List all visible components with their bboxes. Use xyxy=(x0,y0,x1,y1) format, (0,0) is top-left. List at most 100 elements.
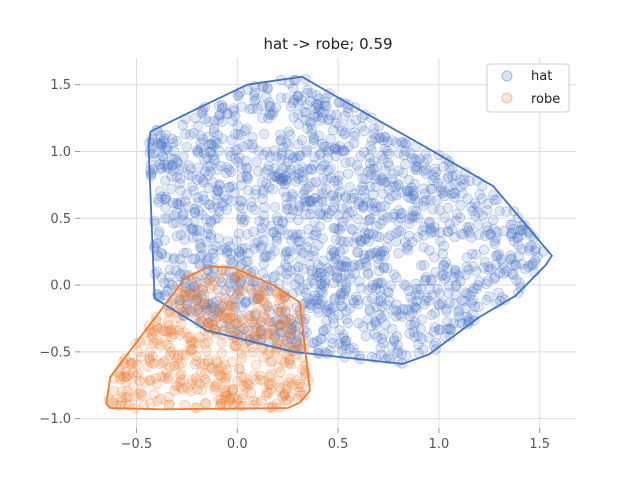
data-point xyxy=(374,231,385,243)
data-point xyxy=(228,340,240,352)
data-point xyxy=(422,153,433,165)
data-point xyxy=(338,243,349,255)
data-point xyxy=(180,223,191,235)
data-point xyxy=(173,349,184,361)
data-point xyxy=(351,160,363,171)
data-point xyxy=(398,149,410,161)
data-point xyxy=(462,193,473,204)
data-point xyxy=(377,188,389,200)
data-point xyxy=(472,207,484,218)
data-point xyxy=(279,388,290,399)
data-point xyxy=(384,295,395,307)
data-point xyxy=(192,174,203,185)
data-point xyxy=(160,191,172,203)
data-point xyxy=(146,327,157,339)
data-point xyxy=(120,392,132,403)
data-point xyxy=(187,223,198,234)
data-point xyxy=(362,267,374,279)
data-point xyxy=(489,238,501,250)
data-point xyxy=(155,130,166,141)
data-point xyxy=(166,331,177,343)
data-point xyxy=(311,267,323,278)
data-point xyxy=(171,207,183,218)
data-point xyxy=(214,306,225,318)
data-point xyxy=(259,296,270,308)
data-point xyxy=(232,288,243,300)
data-point xyxy=(388,208,400,220)
data-point xyxy=(164,350,176,361)
data-point xyxy=(333,309,345,321)
data-point xyxy=(294,378,305,390)
data-point xyxy=(418,183,429,194)
data-point xyxy=(314,221,325,232)
data-point xyxy=(168,325,180,336)
data-point xyxy=(363,229,374,240)
data-point xyxy=(290,320,302,332)
data-point xyxy=(222,194,233,205)
data-point xyxy=(271,230,282,241)
data-point xyxy=(185,305,197,316)
data-point xyxy=(214,369,226,380)
data-point xyxy=(285,212,296,223)
data-point xyxy=(375,175,386,186)
data-point xyxy=(205,138,217,150)
data-point xyxy=(315,148,327,159)
data-point xyxy=(282,394,293,406)
data-point xyxy=(201,152,213,163)
data-point xyxy=(232,271,243,282)
data-point xyxy=(189,206,201,218)
data-point xyxy=(450,268,461,279)
data-point xyxy=(164,271,175,282)
data-point xyxy=(330,251,341,262)
data-point xyxy=(217,298,228,310)
data-point xyxy=(223,181,235,193)
data-point xyxy=(391,272,402,283)
data-point xyxy=(159,213,170,224)
data-point xyxy=(281,137,292,148)
data-point xyxy=(409,331,420,343)
data-point xyxy=(283,332,295,343)
data-point xyxy=(344,207,355,218)
data-point xyxy=(424,295,435,306)
data-point xyxy=(293,214,304,226)
data-point xyxy=(163,391,174,403)
data-point xyxy=(515,282,526,293)
data-point xyxy=(253,166,264,177)
data-point xyxy=(426,309,437,321)
data-point xyxy=(309,245,320,257)
data-point xyxy=(457,188,468,199)
data-point xyxy=(339,288,350,299)
data-point xyxy=(278,172,289,184)
data-point xyxy=(160,193,172,205)
data-point xyxy=(366,248,377,259)
data-point xyxy=(257,100,268,112)
data-point xyxy=(162,284,174,296)
data-point xyxy=(513,239,524,251)
data-point xyxy=(226,181,238,192)
data-point xyxy=(221,204,233,216)
data-point xyxy=(473,229,485,241)
data-point xyxy=(202,317,214,329)
data-point xyxy=(341,314,352,325)
data-point xyxy=(167,197,179,209)
data-point xyxy=(411,295,422,307)
data-point xyxy=(413,339,424,350)
data-point xyxy=(166,133,178,145)
data-point xyxy=(408,190,419,201)
data-point xyxy=(200,277,212,288)
data-point xyxy=(280,317,292,328)
data-point xyxy=(425,283,436,295)
data-point xyxy=(265,250,276,261)
data-point xyxy=(411,155,423,167)
data-point xyxy=(308,294,319,305)
data-point xyxy=(279,389,290,401)
data-point xyxy=(479,256,491,268)
data-point xyxy=(163,159,174,171)
data-point xyxy=(159,277,170,289)
data-point xyxy=(246,197,257,208)
data-point xyxy=(279,320,290,331)
data-point xyxy=(301,297,312,309)
data-point xyxy=(293,90,304,102)
data-point xyxy=(201,236,212,247)
data-point xyxy=(273,362,284,373)
